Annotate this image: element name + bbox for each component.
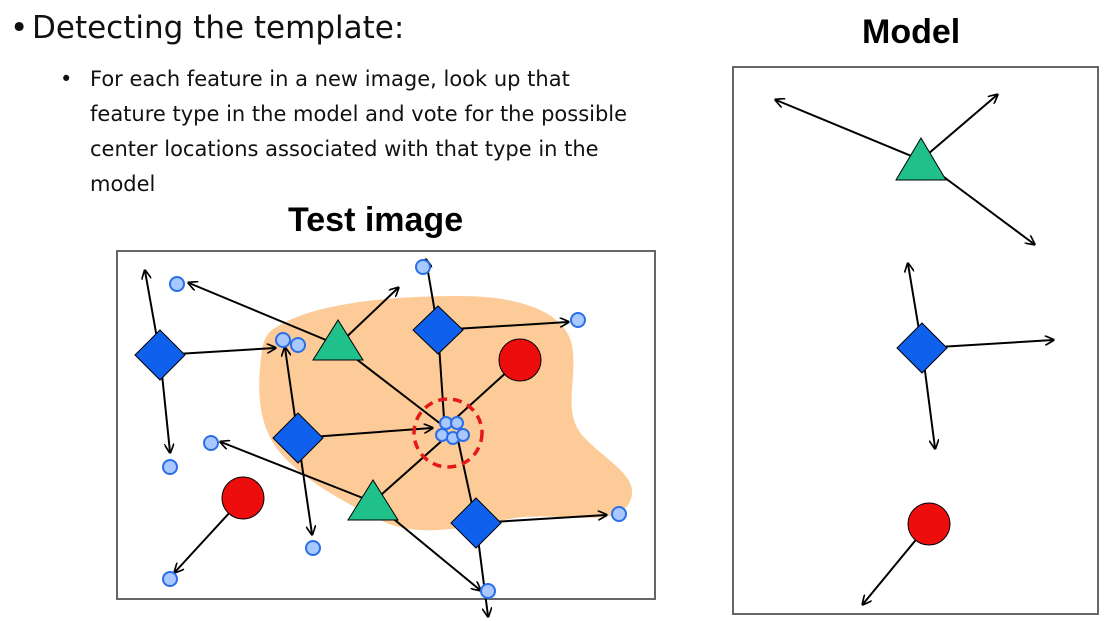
- vote-circle-icon: [203, 435, 219, 451]
- vote-circles: [162, 259, 627, 599]
- test-arrow: [372, 437, 446, 503]
- sub-bullet-text: For each feature in a new image, look up…: [90, 67, 628, 196]
- diamond-feature-icon: [134, 329, 186, 381]
- diamond-feature-icon: [896, 322, 948, 374]
- bullet-dot: •: [10, 10, 29, 46]
- vote-circle-icon: [290, 337, 306, 353]
- vote-circle-icon: [611, 506, 627, 522]
- vote-circle-icon: [275, 332, 291, 348]
- center-ring: [412, 397, 484, 469]
- vote-circle-icon: [570, 312, 586, 328]
- vote-circle-icon: [305, 540, 321, 556]
- test-arrow: [221, 442, 374, 503]
- model-features: [895, 137, 951, 546]
- vote-circle-icon: [162, 571, 178, 587]
- main-bullet-text: Detecting the template:: [32, 10, 405, 46]
- vote-circle-icon: [162, 459, 178, 475]
- diamond-feature-icon: [450, 497, 502, 549]
- model-title: Model: [862, 13, 961, 51]
- test-arrow: [189, 283, 339, 346]
- triangle-feature-icon: [347, 479, 399, 521]
- vote-circle-icon: [480, 583, 496, 599]
- diamond-feature-icon: [272, 412, 324, 464]
- model-arrow: [776, 100, 922, 161]
- test-image-title: Test image: [288, 201, 464, 239]
- test-features: [134, 305, 542, 549]
- triangle-feature-icon: [895, 137, 947, 181]
- vote-circle-icon: [456, 428, 470, 442]
- vote-circle-icon: [169, 276, 185, 292]
- model-arrow: [920, 95, 997, 161]
- sub-bullet-dot: •: [60, 67, 73, 91]
- diamond-feature-icon: [412, 305, 464, 355]
- circle-feature-icon: [498, 338, 542, 382]
- triangle-feature-icon: [312, 319, 364, 361]
- main-bullet: • Detecting the template:: [10, 6, 404, 50]
- vote-circle-icon: [450, 416, 464, 430]
- circle-feature-icon: [907, 502, 951, 546]
- vote-circle-icon: [415, 259, 431, 275]
- circle-feature-icon: [221, 476, 265, 520]
